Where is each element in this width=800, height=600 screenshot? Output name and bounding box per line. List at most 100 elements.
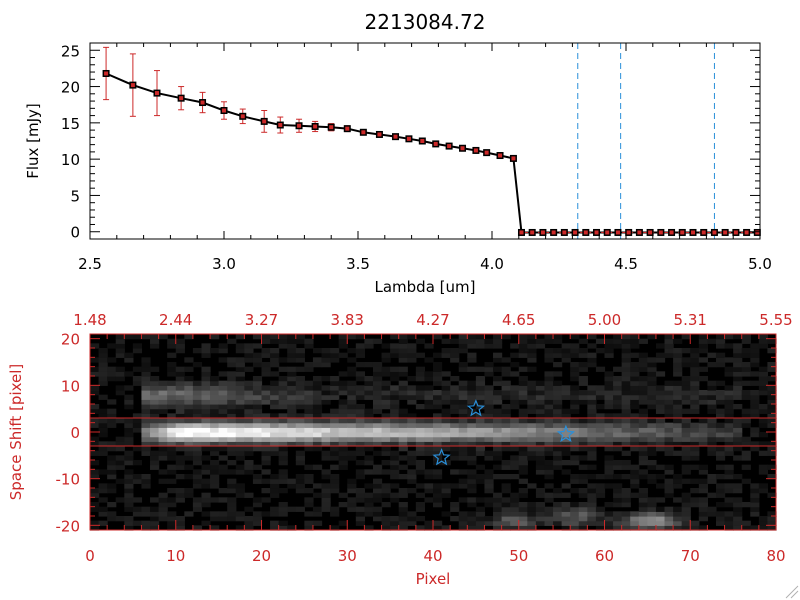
image-cell bbox=[167, 422, 177, 428]
image-cell bbox=[510, 492, 520, 498]
image-cell bbox=[698, 441, 708, 447]
image-cell bbox=[553, 488, 563, 494]
image-cell bbox=[690, 394, 700, 400]
image-cell bbox=[647, 520, 657, 526]
image-cell bbox=[218, 432, 228, 438]
image-cell bbox=[681, 511, 691, 517]
image-cell bbox=[433, 394, 443, 400]
image-cell bbox=[630, 474, 640, 480]
image-cell bbox=[107, 460, 117, 466]
image-cell bbox=[518, 460, 528, 466]
image-cell bbox=[415, 404, 426, 410]
image-cell bbox=[613, 516, 623, 522]
image-cell bbox=[527, 520, 537, 526]
image-cell bbox=[715, 492, 726, 498]
lambda-tick-label: 2.44 bbox=[159, 311, 192, 329]
image-cell bbox=[570, 520, 580, 526]
image-cell bbox=[467, 488, 477, 494]
image-cell bbox=[741, 394, 751, 400]
image-cell bbox=[192, 478, 203, 484]
image-cell bbox=[493, 380, 503, 386]
resize-grip[interactable] bbox=[785, 585, 799, 599]
image-cell bbox=[510, 474, 520, 480]
image-cell bbox=[107, 357, 117, 363]
image-cell bbox=[424, 371, 434, 377]
image-cell bbox=[235, 413, 245, 419]
image-cell bbox=[192, 380, 203, 386]
image-cell bbox=[235, 357, 245, 363]
image-cell bbox=[98, 520, 108, 526]
image-cell bbox=[715, 338, 726, 344]
image-cell bbox=[767, 464, 777, 470]
data-point-core bbox=[262, 119, 267, 124]
image-cell bbox=[355, 469, 365, 475]
image-cell bbox=[132, 497, 143, 503]
image-cell bbox=[638, 460, 648, 466]
image-cell bbox=[595, 436, 606, 442]
image-cell bbox=[381, 404, 391, 410]
image-cell bbox=[561, 385, 571, 391]
image-cell bbox=[527, 455, 537, 461]
image-cell bbox=[304, 488, 314, 494]
image-cell bbox=[407, 352, 417, 358]
image-cell bbox=[578, 399, 588, 405]
image-cell bbox=[235, 394, 245, 400]
image-cell bbox=[355, 492, 365, 498]
image-cell bbox=[527, 502, 537, 508]
image-cell bbox=[741, 450, 751, 456]
image-cell bbox=[124, 399, 134, 405]
image-cell bbox=[244, 441, 254, 447]
image-cell bbox=[184, 413, 194, 419]
image-cell bbox=[167, 413, 177, 419]
image-cell bbox=[407, 516, 417, 522]
image-cell bbox=[141, 366, 151, 372]
image-cell bbox=[450, 422, 460, 428]
image-cell bbox=[450, 418, 460, 424]
image-cell bbox=[673, 427, 683, 433]
image-cell bbox=[527, 450, 537, 456]
image-cell bbox=[433, 469, 443, 475]
image-cell bbox=[244, 516, 254, 522]
image-cell bbox=[184, 376, 194, 382]
image-cell bbox=[415, 418, 426, 424]
image-cell bbox=[544, 469, 554, 475]
image-cell bbox=[475, 376, 486, 382]
image-cell bbox=[510, 506, 520, 512]
x-tick-label: 3.0 bbox=[212, 255, 236, 273]
image-cell bbox=[638, 413, 648, 419]
image-cell bbox=[278, 427, 288, 433]
image-cell bbox=[587, 464, 597, 470]
image-cell bbox=[475, 404, 486, 410]
image-cell bbox=[407, 376, 417, 382]
image-cell bbox=[467, 334, 477, 340]
image-cell bbox=[621, 436, 631, 442]
image-cell bbox=[518, 422, 528, 428]
image-cell bbox=[278, 418, 288, 424]
image-cell bbox=[450, 338, 460, 344]
data-point-core bbox=[744, 230, 749, 235]
image-cell bbox=[604, 474, 614, 480]
image-cell bbox=[252, 352, 263, 358]
image-cell bbox=[544, 334, 554, 340]
image-cell bbox=[321, 376, 331, 382]
image-cell bbox=[167, 343, 177, 349]
image-cell bbox=[518, 390, 528, 396]
image-cell bbox=[510, 432, 520, 438]
image-cell bbox=[664, 334, 674, 340]
image-cell bbox=[201, 376, 211, 382]
image-cell bbox=[638, 422, 648, 428]
image-cell bbox=[595, 348, 606, 354]
image-cell bbox=[587, 418, 597, 424]
image-cell bbox=[364, 362, 374, 368]
image-cell bbox=[561, 492, 571, 498]
image-cell bbox=[175, 497, 185, 503]
image-cell bbox=[201, 427, 211, 433]
image-cell bbox=[587, 408, 597, 414]
image-cell bbox=[484, 413, 494, 419]
image-cell bbox=[210, 432, 220, 438]
image-cell bbox=[450, 385, 460, 391]
image-cell bbox=[561, 506, 571, 512]
image-cell bbox=[441, 525, 451, 531]
image-cell bbox=[115, 516, 125, 522]
image-cell bbox=[613, 385, 623, 391]
